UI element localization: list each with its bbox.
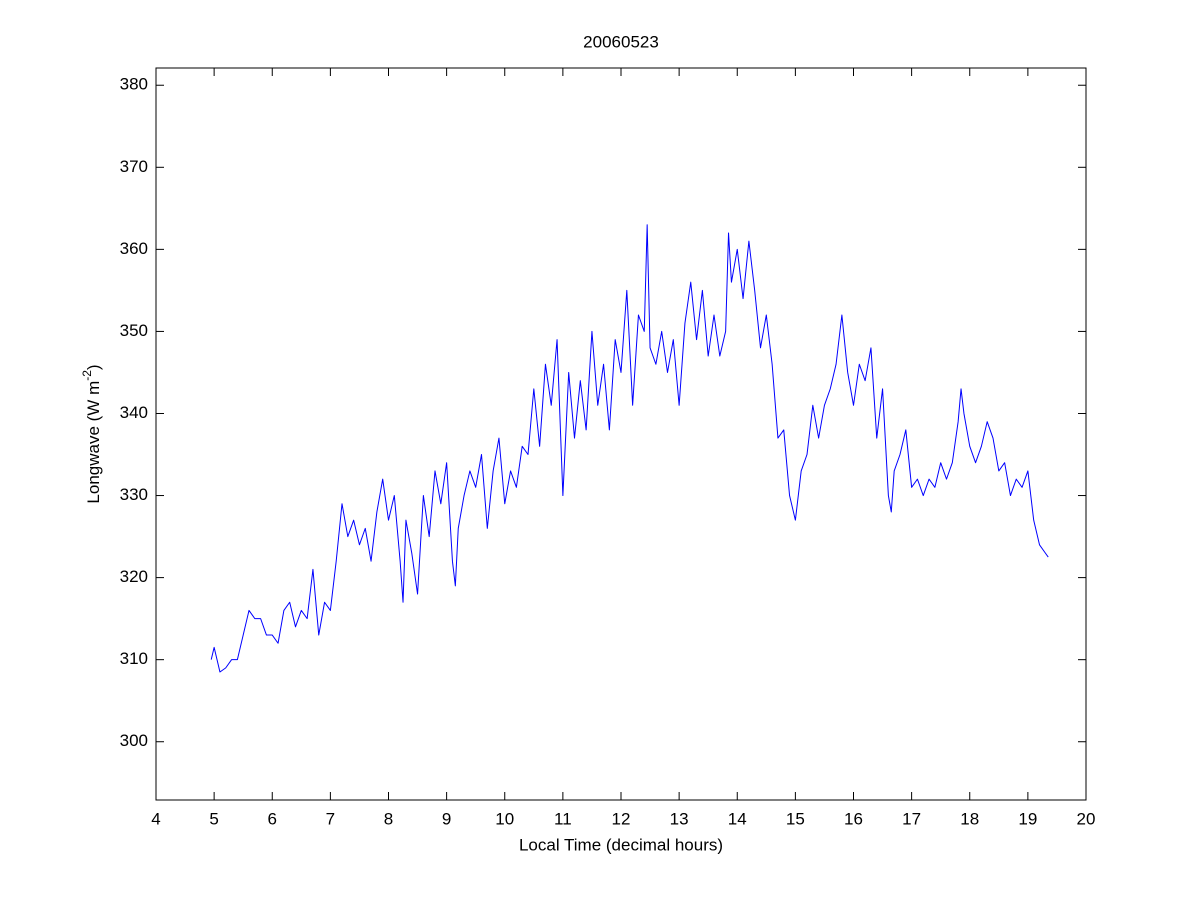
y-axis-label-close: ) [84,364,103,370]
data-line [210,224,1049,673]
x-tick-label: 17 [902,809,921,828]
x-tick-label: 14 [728,809,747,828]
y-tick-label: 300 [120,731,148,750]
y-axis-label-superscript: -2 [80,370,94,381]
chart-title: 20060523 [583,32,659,51]
y-tick-label: 370 [120,157,148,176]
x-tick-label: 4 [151,809,160,828]
x-tick-label: 7 [326,809,335,828]
x-tick-label: 5 [209,809,218,828]
x-tick-label: 19 [1018,809,1037,828]
x-tick-label: 15 [786,809,805,828]
x-tick-label: 20 [1077,809,1096,828]
x-tick-label: 18 [960,809,979,828]
y-tick-label: 350 [120,321,148,340]
x-tick-label: 12 [612,809,631,828]
y-tick-label: 330 [120,485,148,504]
y-tick-label: 310 [120,649,148,668]
x-tick-label: 13 [670,809,689,828]
x-tick-label: 10 [495,809,514,828]
y-tick-label: 380 [120,75,148,94]
plot-area [155,67,1087,801]
x-tick-label: 9 [442,809,451,828]
x-axis-label: Local Time (decimal hours) [519,835,723,854]
x-tick-label: 8 [384,809,393,828]
y-tick-label: 320 [120,567,148,586]
y-tick-label: 360 [120,239,148,258]
x-tick-label: 11 [554,809,572,828]
x-tick-label: 16 [844,809,863,828]
y-tick-label: 340 [120,403,148,422]
x-tick-label: 6 [268,809,277,828]
y-axis-label: Longwave (W m-2) [80,364,103,503]
y-axis-label-text: Longwave (W m [84,381,103,504]
